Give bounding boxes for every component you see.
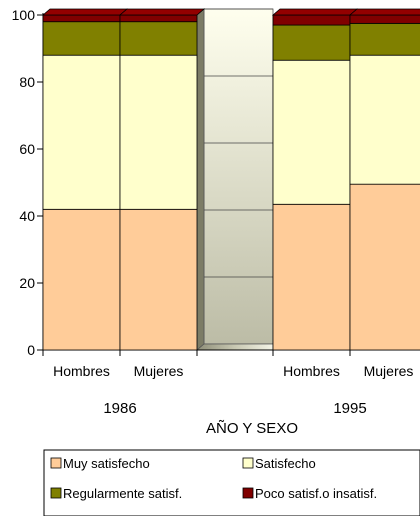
- bar-top: [41, 8, 129, 16]
- floor: [195, 343, 274, 351]
- bar-segment: [42, 54, 121, 210]
- bar-segment: [349, 54, 420, 185]
- bar-segment: [272, 59, 351, 205]
- bar-top: [271, 8, 359, 16]
- bar-top: [118, 8, 206, 16]
- x-axis-labels: Hombres Mujeres Hombres Mujeres 1986 1995: [42, 350, 414, 417]
- bar-segment: [42, 208, 121, 351]
- back-wall: [203, 8, 274, 345]
- bar-segment: [119, 54, 198, 210]
- side-wall: [196, 8, 205, 351]
- bar-segment: [42, 14, 121, 23]
- bar-segment: [272, 14, 351, 26]
- group-label: 1995: [333, 400, 366, 417]
- legend-item: Regularmente satisf.: [50, 486, 182, 501]
- legend-label: Satisfecho: [255, 456, 316, 471]
- y-tick-label: 80: [19, 74, 35, 90]
- legend-label: Regularmente satisf.: [63, 486, 182, 501]
- x-tick-label: Mujeres: [134, 363, 184, 379]
- y-tick-label: 40: [19, 208, 35, 224]
- legend: Muy satisfecho Satisfecho Regularmente sat…: [43, 449, 420, 516]
- legend-label: Muy satisfecho: [63, 456, 150, 471]
- legend-frame: [43, 449, 420, 516]
- y-tick-label: 100: [12, 7, 36, 23]
- legend-swatch: [242, 487, 254, 499]
- x-tick-label: Mujeres: [364, 363, 414, 379]
- bar-segment: [119, 21, 198, 56]
- legend-swatch: [242, 457, 254, 469]
- bars: [41, 8, 420, 351]
- y-tick-label: 60: [19, 141, 35, 157]
- legend-swatch: [50, 487, 62, 499]
- group-label: 1986: [103, 400, 136, 417]
- bar-segment: [349, 14, 420, 24]
- x-axis-title: AÑO Y SEXO: [206, 420, 298, 437]
- bar-segment: [119, 14, 198, 23]
- y-tick-label: 0: [27, 342, 35, 358]
- x-tick-label: Hombres: [283, 363, 340, 379]
- bar-segment: [349, 183, 420, 351]
- x-tick-label: Hombres: [53, 363, 110, 379]
- bar-segment: [119, 208, 198, 351]
- legend-item: Poco satisf.o insatisf.: [242, 486, 377, 501]
- bar-segment: [42, 21, 121, 56]
- bar-top: [348, 8, 420, 16]
- y-axis: 0 20 40 60 80 100: [12, 7, 44, 358]
- legend-label: Poco satisf.o insatisf.: [255, 486, 377, 501]
- legend-item: Satisfecho: [242, 456, 316, 471]
- bar-segment: [272, 203, 351, 351]
- legend-item: Muy satisfecho: [50, 456, 150, 471]
- y-tick-label: 20: [19, 275, 35, 291]
- legend-swatch: [50, 457, 62, 469]
- bar-segment: [349, 22, 420, 56]
- bar-segment: [272, 24, 351, 61]
